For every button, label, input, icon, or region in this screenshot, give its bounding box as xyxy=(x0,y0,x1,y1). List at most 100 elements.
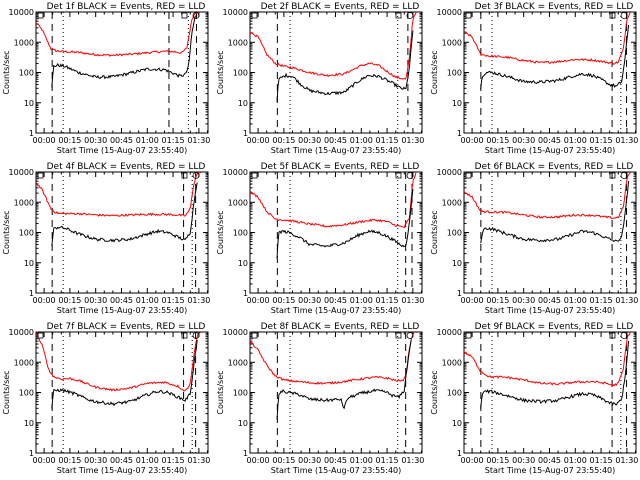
x-axis-label: Start Time (15-Aug-07 23:55:40) xyxy=(485,466,616,475)
plot-frame xyxy=(249,331,423,454)
y-tick-label: 10000 xyxy=(437,328,462,337)
corner-marker xyxy=(192,172,200,179)
panel-title: Det 1f BLACK = Events, RED = LLD xyxy=(47,2,206,12)
x-tick-label: 01:30 xyxy=(615,456,638,465)
x-tick-label: 00:15 xyxy=(486,456,509,465)
panel-title: Det 5f BLACK = Events, RED = LLD xyxy=(261,162,420,172)
panel-title: Det 6f BLACK = Events, RED = LLD xyxy=(475,162,634,172)
x-tick-label: 01:15 xyxy=(162,136,185,145)
panel-title: Det 2f BLACK = Events, RED = LLD xyxy=(261,2,420,12)
y-axis-label: Counts/sec xyxy=(216,370,225,414)
panel-title: Det 4f BLACK = Events, RED = LLD xyxy=(47,162,206,172)
y-tick-label: 10 xyxy=(24,419,34,428)
detector-panel-2: Det 2f BLACK = Events, RED = LLD 1 10 100 10… xyxy=(216,2,424,155)
y-tick-label: 10000 xyxy=(9,8,34,17)
detector-panel-8: Det 8f BLACK = Events, RED = LLD 1 10 100 10… xyxy=(216,322,424,475)
y-tick-label: 1000 xyxy=(442,198,462,207)
x-axis-label: Start Time (15-Aug-07 23:55:40) xyxy=(57,466,188,475)
events-series-line xyxy=(276,188,414,259)
y-tick-label: 10 xyxy=(452,259,462,268)
y-tick-label: 1000 xyxy=(14,38,34,47)
x-tick-label: 01:15 xyxy=(376,136,399,145)
x-tick-label: 00:15 xyxy=(272,136,295,145)
x-tick-label: 01:00 xyxy=(564,296,587,305)
y-tick-label: 100 xyxy=(19,69,34,78)
x-tick-label: 01:30 xyxy=(401,456,424,465)
y-tick-label: 100 xyxy=(19,389,34,398)
x-tick-label: 01:00 xyxy=(136,456,159,465)
x-tick-label: 00:30 xyxy=(298,456,321,465)
y-tick-label: 10000 xyxy=(437,168,462,177)
detector-panel-3: Det 3f BLACK = Events, RED = LLD 1 10 100 10… xyxy=(430,2,638,155)
x-tick-label: 01:30 xyxy=(187,296,210,305)
plot-frame xyxy=(249,11,423,134)
y-tick-label: 10 xyxy=(452,99,462,108)
x-tick-label: 01:15 xyxy=(590,456,613,465)
corner-marker xyxy=(620,332,628,339)
y-tick-label: 1000 xyxy=(228,198,248,207)
corner-marker xyxy=(620,12,628,19)
x-axis-label: Start Time (15-Aug-07 23:55:40) xyxy=(57,146,188,155)
x-tick-label: 00:15 xyxy=(272,296,295,305)
plot-frame xyxy=(249,171,423,294)
x-tick-label: 00:45 xyxy=(538,296,561,305)
corner-marker xyxy=(181,12,188,19)
x-tick-label: 01:00 xyxy=(350,296,373,305)
corner-marker xyxy=(181,172,188,179)
y-tick-label: 100 xyxy=(447,69,462,78)
x-tick-label: 00:45 xyxy=(110,456,133,465)
x-tick-label: 01:15 xyxy=(376,296,399,305)
y-tick-label: 1000 xyxy=(442,358,462,367)
corner-marker xyxy=(251,12,258,19)
y-tick-label: 1000 xyxy=(14,358,34,367)
x-tick-label: 00:15 xyxy=(58,296,81,305)
x-tick-label: 00:30 xyxy=(512,136,535,145)
corner-marker xyxy=(465,172,472,179)
x-tick-label: 00:00 xyxy=(461,296,484,305)
y-tick-label: 1 xyxy=(29,449,34,458)
x-tick-label: 00:30 xyxy=(512,296,535,305)
corner-marker xyxy=(395,332,402,339)
y-axis-label: Counts/sec xyxy=(430,50,439,94)
events-series-line xyxy=(276,30,414,102)
x-tick-label: 00:30 xyxy=(84,136,107,145)
events-series-line xyxy=(51,14,198,88)
x-tick-label: 01:30 xyxy=(615,136,638,145)
lld-series-line xyxy=(250,172,417,229)
x-tick-label: 00:00 xyxy=(247,456,270,465)
y-tick-label: 10 xyxy=(24,99,34,108)
plot-frame xyxy=(463,171,637,294)
corner-marker xyxy=(192,12,200,19)
x-tick-label: 00:30 xyxy=(298,136,321,145)
x-tick-label: 01:00 xyxy=(564,456,587,465)
x-tick-label: 00:30 xyxy=(84,296,107,305)
y-tick-label: 1000 xyxy=(228,38,248,47)
events-series-line xyxy=(276,339,412,420)
x-tick-label: 01:30 xyxy=(187,136,210,145)
detector-panel-1: Det 1f BLACK = Events, RED = LLD 1 10 100 10… xyxy=(2,2,210,155)
y-tick-label: 10000 xyxy=(437,8,462,17)
detector-panel-6: Det 6f BLACK = Events, RED = LLD 1 10 100 10… xyxy=(430,162,638,315)
corner-marker xyxy=(609,12,616,19)
corner-marker xyxy=(192,332,200,339)
y-axis-label: Counts/sec xyxy=(430,370,439,414)
corner-marker xyxy=(465,332,472,339)
x-tick-label: 01:30 xyxy=(401,296,424,305)
panel-title: Det 7f BLACK = Events, RED = LLD xyxy=(47,322,206,332)
y-tick-label: 1 xyxy=(243,289,248,298)
x-tick-label: 00:45 xyxy=(110,296,133,305)
events-series-line xyxy=(51,339,198,409)
y-tick-label: 10 xyxy=(238,99,248,108)
x-tick-label: 00:45 xyxy=(538,136,561,145)
corner-marker xyxy=(465,12,472,19)
lld-series-line xyxy=(36,332,201,392)
x-tick-label: 00:30 xyxy=(512,456,535,465)
x-axis-label: Start Time (15-Aug-07 23:55:40) xyxy=(57,306,188,315)
y-tick-label: 10000 xyxy=(9,168,34,177)
x-tick-label: 00:45 xyxy=(538,456,561,465)
x-tick-label: 01:30 xyxy=(187,456,210,465)
lld-series-line xyxy=(250,332,417,385)
y-axis-label: Counts/sec xyxy=(2,370,11,414)
plot-frame xyxy=(463,11,637,134)
y-tick-label: 1 xyxy=(29,129,34,138)
